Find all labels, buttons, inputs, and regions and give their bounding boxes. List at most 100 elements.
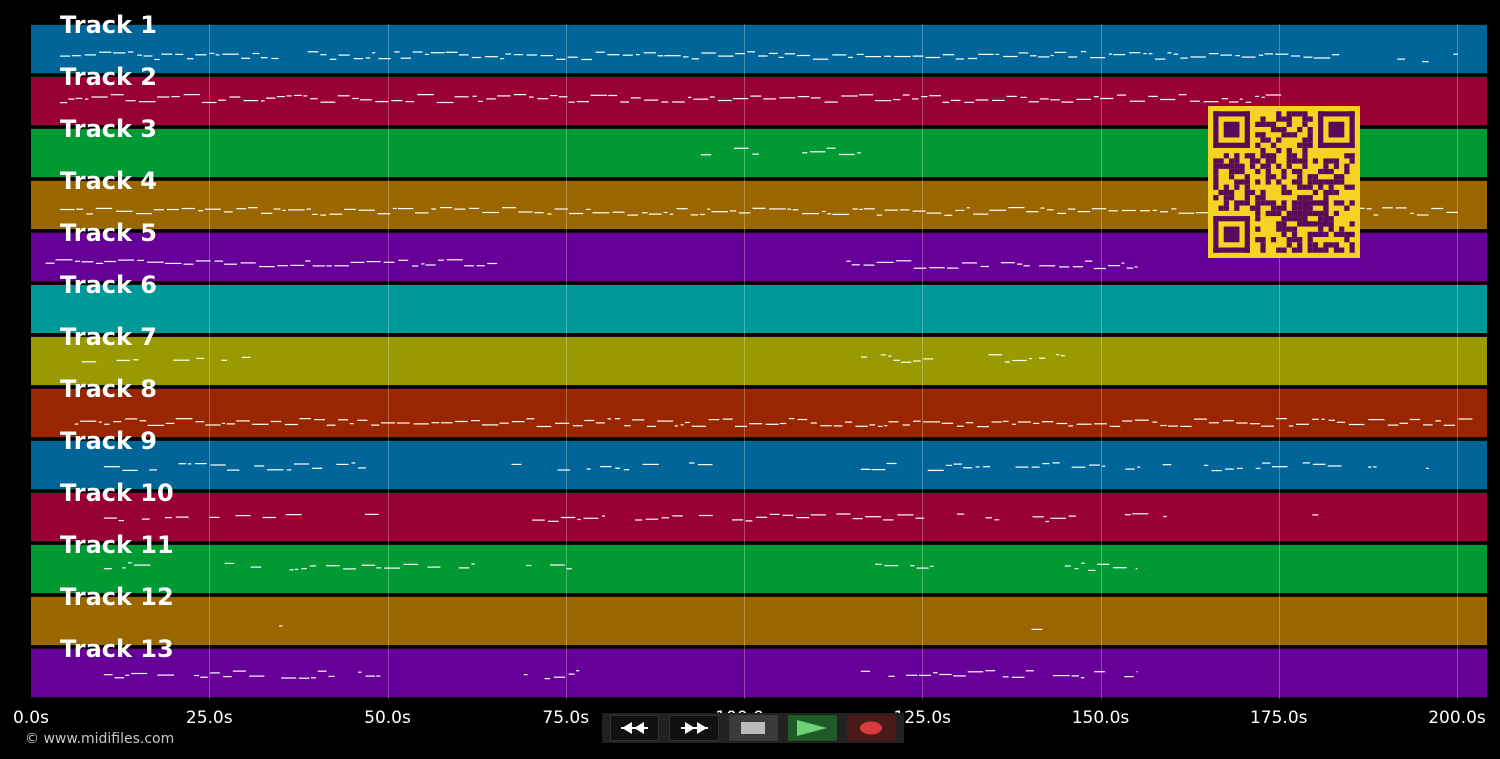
midi-note (1261, 425, 1274, 427)
midi-note (320, 101, 336, 103)
midi-note (532, 519, 545, 521)
midi-note (1054, 51, 1067, 53)
midi-note (1288, 425, 1294, 427)
midi-note (1039, 357, 1046, 359)
midi-note (353, 58, 364, 60)
track-row[interactable]: Track 7 (31, 323, 1487, 386)
track-row[interactable]: Track 6 (31, 271, 1487, 334)
midi-note (259, 266, 275, 268)
midi-note (195, 54, 207, 56)
midi-note (131, 672, 148, 675)
midi-note (215, 54, 220, 56)
midi-note (622, 54, 633, 56)
midi-note (113, 421, 122, 423)
track-label: Track 2 (60, 63, 158, 91)
midi-note (376, 675, 381, 677)
midi-note (75, 97, 83, 99)
midi-note (427, 566, 441, 568)
midi-note (482, 424, 499, 426)
track-row[interactable]: Track 13 (31, 635, 1487, 698)
midi-note (985, 670, 996, 672)
track-row[interactable]: Track 1 (31, 11, 1487, 74)
midi-note (125, 674, 130, 676)
midi-note (103, 517, 117, 519)
midi-note (350, 261, 365, 263)
midi-note (540, 55, 553, 57)
midi-note (1163, 515, 1167, 518)
midi-note (260, 57, 268, 59)
midi-note (717, 99, 732, 102)
midi-note (1249, 423, 1260, 425)
midi-note (1108, 265, 1121, 267)
midi-note (115, 210, 133, 212)
midi-note (417, 94, 434, 96)
track-row[interactable]: Track 9 (31, 427, 1487, 490)
midi-note (1264, 53, 1273, 55)
fast-forward-button[interactable] (669, 715, 719, 741)
midi-note (392, 207, 397, 210)
midi-note (1416, 214, 1429, 216)
track-row[interactable]: Track 12 (31, 583, 1487, 646)
midi-note (1018, 52, 1029, 54)
midi-note (893, 99, 901, 101)
midi-note (329, 213, 343, 215)
midi-note (1042, 463, 1050, 465)
record-button[interactable] (846, 715, 896, 741)
midi-note (336, 463, 349, 465)
midi-note (664, 55, 681, 57)
midi-note (226, 423, 236, 425)
midi-note (1291, 55, 1301, 57)
track-row[interactable]: Track 8 (31, 375, 1487, 438)
play-button[interactable] (787, 715, 837, 741)
midi-note (1006, 95, 1017, 97)
midi-note (484, 56, 498, 58)
midi-note (200, 676, 208, 678)
qr-code-image (1213, 111, 1355, 253)
midi-note (338, 419, 349, 421)
midi-note (75, 260, 80, 262)
midi-note (537, 98, 549, 100)
track-row[interactable]: Track 11 (31, 531, 1487, 594)
midi-note (431, 422, 440, 424)
midi-note (856, 53, 864, 55)
midi-note (1072, 266, 1083, 268)
midi-note (657, 55, 664, 57)
midi-note (735, 53, 745, 55)
midi-note (1223, 420, 1234, 422)
track-row[interactable]: Track 10 (31, 479, 1487, 542)
midi-note (1074, 568, 1079, 570)
midi-note (569, 212, 584, 215)
midi-note (1026, 211, 1039, 213)
midi-note (252, 52, 260, 55)
midi-note (277, 265, 288, 267)
midi-note (1425, 467, 1429, 469)
midi-note (349, 423, 354, 425)
midi-note (1134, 266, 1138, 268)
midi-note (196, 357, 205, 359)
midi-note (267, 469, 284, 471)
midi-note (361, 564, 376, 566)
rewind-button[interactable] (610, 715, 660, 741)
midi-note (930, 565, 934, 567)
midi-note (84, 98, 89, 100)
midi-note (902, 94, 910, 96)
midi-note (430, 52, 445, 54)
midi-note (1042, 421, 1054, 423)
midi-note (344, 208, 357, 210)
midi-note (848, 56, 853, 58)
midi-note (1148, 95, 1158, 97)
midi-note (897, 514, 914, 516)
midi-note (1321, 418, 1325, 420)
midi-note (1046, 209, 1054, 211)
stop-button[interactable] (728, 715, 778, 741)
midi-note (615, 467, 621, 469)
midi-note (1235, 55, 1240, 57)
midi-note (953, 675, 966, 677)
midi-note (1208, 422, 1219, 424)
rewind-icon (620, 722, 648, 734)
midi-note (358, 209, 375, 211)
midi-note (222, 53, 239, 55)
midi-note (352, 97, 359, 100)
midi-note (1088, 569, 1096, 571)
transport-controls (602, 713, 904, 743)
